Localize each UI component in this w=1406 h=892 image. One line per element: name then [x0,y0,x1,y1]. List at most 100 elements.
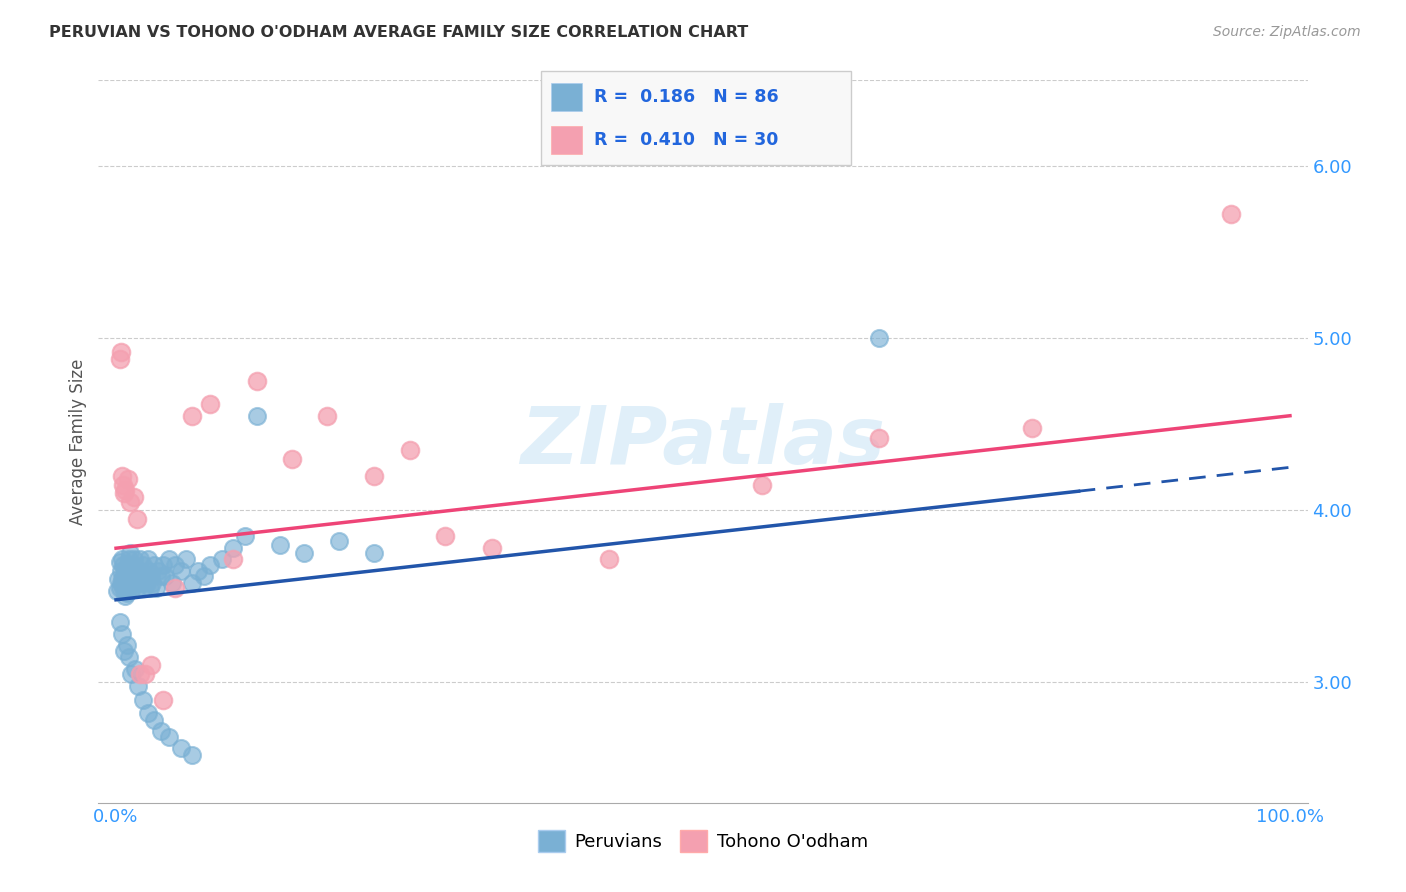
Point [328,534,350,549]
Point [868,431,890,445]
Point [433,529,456,543]
Point [145,581,167,595]
Point [111,572,134,586]
Point [1021,421,1043,435]
Point [134,581,156,595]
Point [246,409,269,423]
Point [163,581,186,595]
Point [163,558,186,573]
Point [138,564,160,578]
Point [117,472,139,486]
Point [132,558,155,573]
Point [141,568,163,582]
Point [136,706,159,721]
Point [157,731,180,745]
Text: R =  0.186   N = 86: R = 0.186 N = 86 [593,87,779,105]
Point [222,541,245,556]
Point [122,572,145,586]
Point [108,555,131,569]
Point [169,740,191,755]
Point [155,568,177,582]
Point [118,572,141,586]
Point [128,572,150,586]
Point [108,351,131,366]
Point [124,575,146,590]
Point [121,581,143,595]
Point [598,551,620,566]
Text: ZIPatlas: ZIPatlas [520,402,886,481]
Point [139,581,162,595]
Point [134,666,156,681]
Point [222,551,245,566]
Point [149,568,172,582]
Point [120,568,142,582]
Point [114,564,136,578]
Point [398,443,420,458]
Point [281,451,304,466]
Point [110,575,132,590]
Point [122,490,145,504]
Point [127,575,149,590]
Point [125,568,148,582]
Point [108,615,131,630]
Point [112,486,135,500]
Point [114,590,136,604]
FancyBboxPatch shape [541,71,851,165]
Point [128,666,150,681]
Point [117,558,139,573]
Point [127,581,149,595]
Text: R =  0.410   N = 30: R = 0.410 N = 30 [593,131,779,149]
Point [117,581,139,595]
Point [141,658,163,673]
Point [124,564,146,578]
Point [142,713,165,727]
Point [112,568,135,582]
Point [751,477,773,491]
Point [112,477,135,491]
Legend: Peruvians, Tohono O'odham: Peruvians, Tohono O'odham [531,822,875,859]
Point [127,564,149,578]
Point [128,551,150,566]
Point [148,564,170,578]
Point [120,494,142,508]
Point [157,551,180,566]
Point [120,575,142,590]
Point [269,538,291,552]
Point [120,564,142,578]
Point [246,374,269,388]
Point [363,469,385,483]
Point [118,551,141,566]
Bar [551,126,582,153]
Point [198,558,221,573]
Point [110,564,132,578]
Point [176,551,198,566]
Point [120,666,142,681]
Point [114,483,136,497]
Point [1220,207,1243,221]
Point [112,644,135,658]
Point [115,572,138,586]
Point [124,662,146,676]
Point [149,723,172,738]
Point [115,586,138,600]
Point [112,575,135,590]
Point [152,558,174,573]
Point [107,572,129,586]
Point [152,692,174,706]
Point [141,575,163,590]
Point [120,546,142,560]
Point [111,627,134,641]
Point [316,409,339,423]
Point [211,551,233,566]
Point [292,546,315,560]
Point [111,551,134,566]
Point [127,679,149,693]
Point [363,546,385,560]
Point [193,568,215,582]
Point [136,551,159,566]
Point [105,584,128,599]
Point [118,649,141,664]
Point [132,692,155,706]
Point [162,575,184,590]
Point [111,469,134,483]
